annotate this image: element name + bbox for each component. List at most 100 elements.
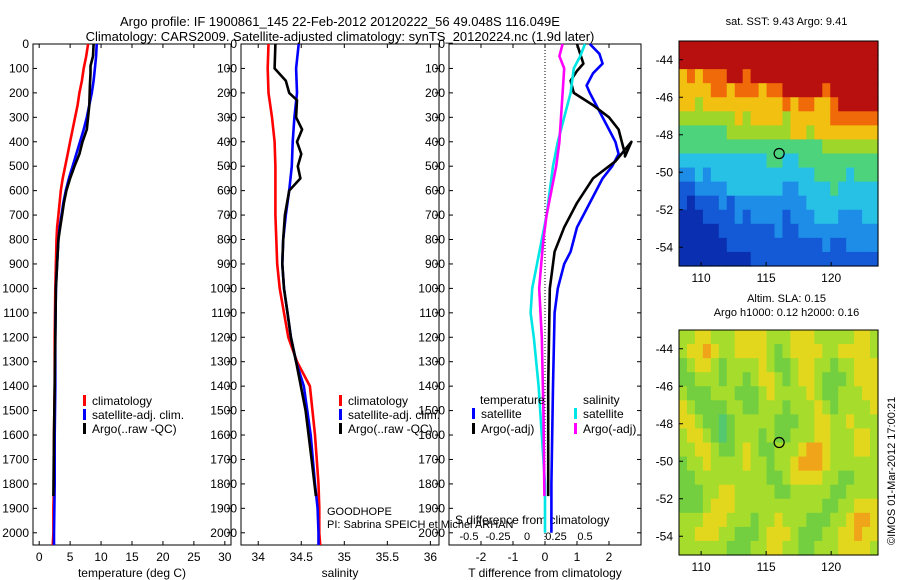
- map-cell: [806, 125, 815, 141]
- map-cell: [718, 358, 728, 373]
- map-cell: [734, 470, 744, 486]
- temperature-ytick-label: 1600: [2, 428, 29, 442]
- map-cell: [718, 55, 728, 70]
- map-cell: [734, 181, 744, 197]
- sla-map-ytick-label: -48: [656, 417, 674, 431]
- sla-map-subtitle: Argo h1000: 0.12 h2000: 0.16: [714, 307, 860, 319]
- map-cell: [686, 55, 696, 70]
- map-cell: [750, 358, 760, 373]
- temperature-ytick-label: 1400: [2, 379, 29, 393]
- map-cell: [854, 358, 863, 373]
- map-cell: [758, 386, 768, 401]
- map-cell: [726, 484, 736, 500]
- map-cell: [774, 167, 784, 183]
- map-cell: [758, 237, 768, 253]
- map-cell: [766, 414, 776, 430]
- legend-label: satellite-adj. clim.: [348, 408, 440, 422]
- map-cell: [846, 209, 855, 225]
- map-cell: [750, 330, 760, 345]
- map-cell: [814, 153, 823, 169]
- map-cell: [702, 111, 712, 126]
- sst-map-cells: [679, 41, 879, 267]
- map-cell: [822, 181, 831, 197]
- map-cell: [679, 470, 688, 486]
- map-cell: [766, 456, 776, 472]
- map-cell: [814, 372, 823, 387]
- map-cell: [726, 181, 736, 197]
- map-cell: [679, 344, 688, 359]
- map-cell: [774, 400, 784, 415]
- map-cell: [734, 111, 744, 126]
- map-cell: [830, 223, 839, 239]
- map-cell: [726, 69, 736, 84]
- map-cell: [694, 97, 704, 112]
- map-cell: [686, 400, 696, 415]
- map-cell: [806, 484, 815, 500]
- map-cell: [742, 139, 752, 155]
- sla-map-frame: [678, 329, 879, 556]
- salinity-ytick-label: 2000: [210, 526, 237, 540]
- salinity-xtick-label: 35.5: [376, 550, 400, 564]
- map-cell: [726, 526, 736, 542]
- map-cell: [726, 540, 736, 556]
- map-cell: [822, 470, 831, 486]
- map-cell: [766, 428, 776, 444]
- map-cell: [766, 526, 776, 542]
- map-cell: [870, 386, 879, 401]
- legend-swatch: [472, 423, 475, 434]
- map-cell: [766, 344, 776, 359]
- map-cell: [830, 456, 839, 472]
- map-cell: [798, 195, 807, 211]
- legend-swatch: [339, 395, 342, 406]
- temperature-xtick-label: 0: [36, 550, 43, 564]
- map-cell: [679, 41, 688, 56]
- map-cell: [718, 69, 728, 84]
- map-cell: [798, 111, 807, 126]
- differences-series-salinity-argo-adj-: [537, 43, 566, 497]
- map-cell: [846, 97, 855, 112]
- map-cell: [710, 167, 720, 183]
- map-cell: [806, 498, 815, 514]
- map-cell: [822, 400, 831, 415]
- map-cell: [710, 83, 720, 98]
- map-cell: [694, 111, 704, 126]
- temperature-ytick-label: 1100: [3, 306, 29, 320]
- map-cell: [686, 372, 696, 387]
- map-cell: [726, 209, 736, 225]
- map-cell: [702, 181, 712, 197]
- map-cell: [854, 442, 863, 458]
- map-cell: [726, 251, 736, 267]
- map-cell: [830, 181, 839, 197]
- map-cell: [782, 181, 792, 197]
- map-cell: [718, 456, 728, 472]
- map-cell: [854, 167, 863, 183]
- map-cell: [782, 358, 792, 373]
- map-cell: [838, 330, 847, 345]
- map-cell: [830, 83, 839, 98]
- map-cell: [702, 456, 712, 472]
- salinity-axes-box: [240, 43, 440, 546]
- map-cell: [798, 344, 807, 359]
- map-cell: [806, 251, 815, 267]
- map-cell: [766, 223, 776, 239]
- map-cell: [710, 237, 720, 253]
- map-cell: [806, 83, 815, 98]
- map-cell: [790, 526, 799, 542]
- map-cell: [822, 223, 831, 239]
- map-cell: [782, 41, 792, 56]
- map-cell: [838, 139, 847, 155]
- map-cell: [870, 97, 879, 112]
- map-cell: [766, 181, 776, 197]
- map-cell: [846, 167, 855, 183]
- map-cell: [679, 251, 688, 267]
- map-cell: [758, 512, 768, 528]
- map-cell: [726, 83, 736, 98]
- sst-map-ytick-label: -44: [656, 53, 674, 67]
- map-cell: [822, 69, 831, 84]
- map-cell: [742, 330, 752, 345]
- map-cell: [830, 484, 839, 500]
- map-cell: [758, 428, 768, 444]
- map-cell: [774, 344, 784, 359]
- map-cell: [846, 139, 855, 155]
- map-cell: [726, 111, 736, 126]
